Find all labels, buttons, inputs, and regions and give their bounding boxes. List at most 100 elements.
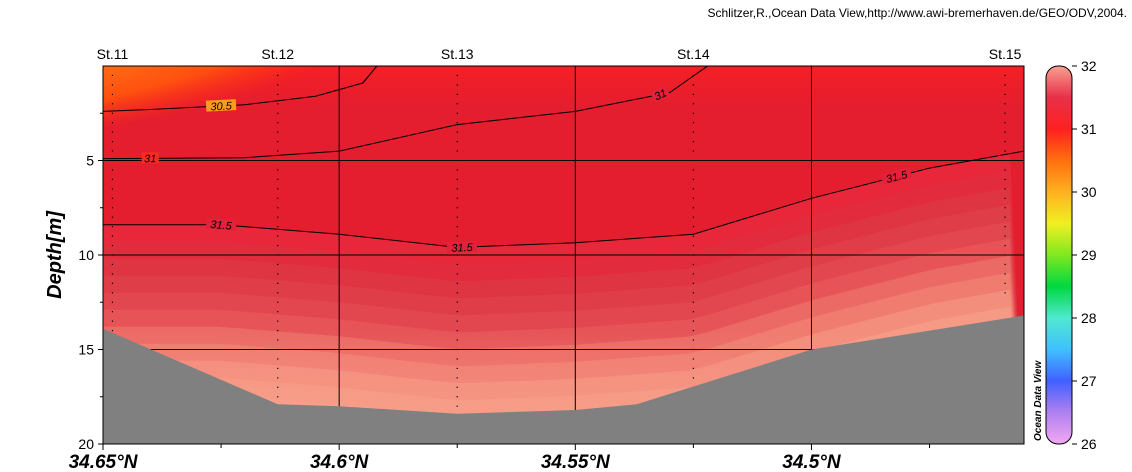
y-axis-ticks: 5 10 15 20 (78, 112, 103, 452)
contour-label: 31.5 (205, 217, 237, 233)
sample-point (111, 235, 114, 237)
sample-point (111, 226, 114, 228)
sample-point (277, 84, 279, 86)
sample-point (277, 235, 279, 237)
sample-point (277, 396, 279, 398)
contour-label-text: 31.5 (451, 242, 474, 255)
sample-point (456, 169, 458, 171)
sample-point (111, 320, 114, 322)
sample-point (692, 150, 694, 152)
sample-point (456, 358, 458, 360)
sample-point (692, 367, 694, 369)
sample-point (1004, 282, 1006, 284)
sample-point (692, 263, 694, 266)
station-label: St.12 (261, 46, 294, 62)
contour-label-text: 31.5 (210, 219, 233, 233)
y-tick-label: 5 (86, 153, 94, 169)
x-tick-label: 34.6°N (310, 452, 370, 472)
sample-point (1004, 169, 1006, 171)
sample-point (277, 244, 279, 247)
sample-point (1004, 150, 1006, 152)
sample-point (277, 131, 279, 133)
sample-point (1004, 122, 1006, 124)
sample-point (111, 131, 114, 133)
sample-point (277, 141, 279, 143)
sample-point (277, 150, 279, 152)
station-label: St.14 (677, 46, 710, 62)
contour-label-text: 31.5 (885, 169, 910, 186)
plot-area: 30.5 31 31 31.5 31.5 31.5 (103, 66, 1024, 444)
sample-point (111, 244, 114, 247)
sample-point (456, 122, 458, 124)
sample-point (692, 84, 694, 86)
sample-point (692, 197, 694, 199)
sample-point (111, 207, 114, 209)
sample-point (277, 169, 279, 171)
contour-lines: 30.5 31 31 31.5 31.5 31.5 (103, 66, 1024, 255)
sample-point (692, 320, 694, 322)
sample-point (456, 226, 458, 228)
sample-point (692, 169, 694, 171)
sample-point (456, 282, 458, 284)
sample-point (277, 207, 279, 209)
sample-point (111, 263, 114, 266)
sample-point (456, 405, 458, 407)
sample-point (692, 103, 694, 105)
sample-point (277, 263, 279, 266)
sample-point (692, 131, 694, 133)
colorbar-tick-label: 29 (1081, 247, 1097, 263)
sample-point (277, 367, 279, 369)
sample-point (111, 188, 114, 190)
contour-label-text: 31 (653, 87, 669, 103)
sample-point (1004, 74, 1006, 77)
sample-point (456, 112, 458, 114)
sample-point (692, 282, 694, 284)
sample-point (111, 273, 114, 275)
sample-point (277, 339, 279, 341)
sample-point (456, 74, 458, 77)
station-label: St.15 (989, 46, 1022, 62)
sample-point (277, 74, 279, 77)
contour-label-text: 30.5 (210, 100, 233, 113)
sample-point (111, 282, 114, 284)
sample-point (692, 235, 694, 237)
colorbar-tick-label: 26 (1081, 436, 1097, 452)
sample-point (456, 330, 458, 332)
y-tick-label: 10 (78, 247, 94, 263)
station-column (111, 74, 114, 332)
sample-point (456, 339, 458, 341)
sample-point (456, 188, 458, 190)
sample-point (456, 84, 458, 86)
sample-point (111, 216, 114, 218)
sample-point (456, 292, 458, 294)
sample-point (692, 301, 694, 303)
sample-point (456, 386, 458, 388)
sample-point (111, 150, 114, 152)
sample-point (111, 178, 114, 180)
station-column (692, 74, 694, 388)
y-tick-label: 20 (78, 436, 94, 452)
sample-point (692, 273, 694, 275)
sample-point (692, 216, 694, 218)
sample-point (277, 197, 279, 199)
sample-point (111, 112, 114, 114)
contour-label-bg (880, 166, 913, 186)
sample-point (111, 330, 114, 332)
station-label: St.11 (97, 46, 129, 62)
sample-point (277, 93, 279, 95)
sample-point (1004, 207, 1006, 209)
sample-point (1004, 131, 1006, 133)
colorbar: 26 27 28 29 30 31 32 (1045, 58, 1097, 452)
sample-point (111, 122, 114, 124)
sample-point (111, 93, 114, 95)
sample-point (692, 339, 694, 341)
sample-point (1004, 226, 1006, 228)
contour-label-bg (446, 240, 478, 253)
sample-point (111, 169, 114, 171)
sample-point (277, 216, 279, 218)
sample-point (1004, 103, 1006, 105)
contour-label-text: 31 (144, 153, 156, 165)
x-tick-label: 34.5°N (782, 452, 842, 472)
sample-point (277, 112, 279, 114)
sample-point (277, 358, 279, 360)
